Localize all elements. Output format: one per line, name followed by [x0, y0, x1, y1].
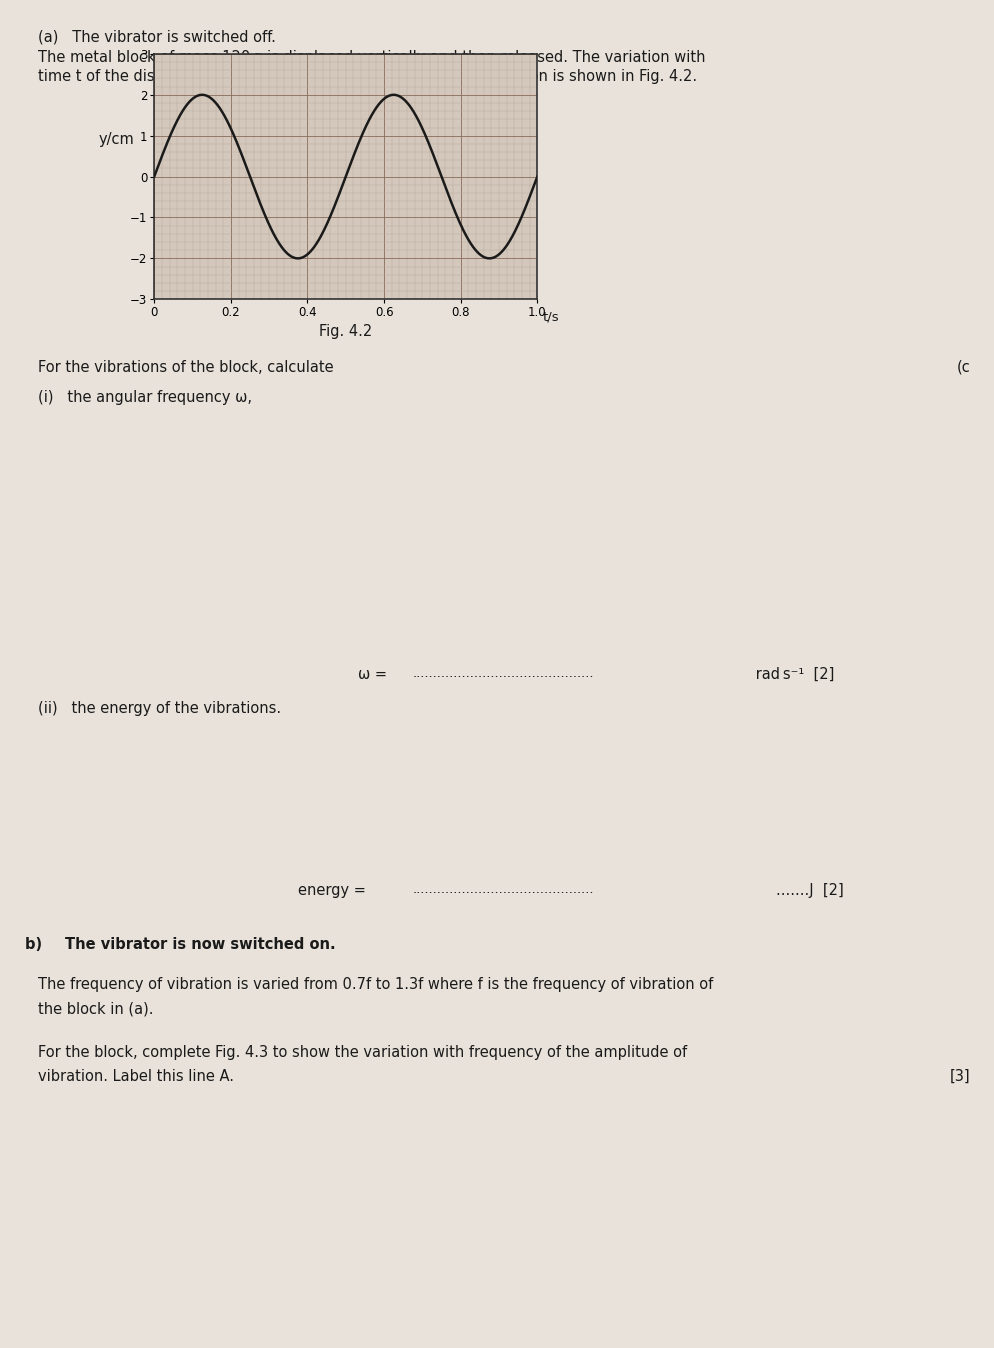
Text: rad s⁻¹  [2]: rad s⁻¹ [2] [750, 667, 834, 682]
Text: b): b) [25, 937, 53, 952]
Text: For the vibrations of the block, calculate: For the vibrations of the block, calcula… [38, 360, 333, 375]
Text: Fig. 4.2: Fig. 4.2 [319, 324, 372, 338]
Text: vibration. Label this line A.: vibration. Label this line A. [38, 1069, 234, 1084]
Text: (a)   The vibrator is switched off.: (a) The vibrator is switched off. [38, 30, 275, 44]
Text: .......J  [2]: .......J [2] [775, 883, 843, 898]
Text: ............................................: ........................................… [413, 667, 593, 681]
Text: [3]: [3] [948, 1069, 969, 1084]
Text: energy =: energy = [298, 883, 371, 898]
Text: (c: (c [955, 360, 969, 375]
Text: The frequency of vibration is varied from 0.7f to 1.3f where f is the frequency : The frequency of vibration is varied fro… [38, 977, 713, 992]
Text: (i)   the angular frequency ω,: (i) the angular frequency ω, [38, 390, 251, 404]
Text: The vibrator is now switched on.: The vibrator is now switched on. [65, 937, 335, 952]
Text: ............................................: ........................................… [413, 883, 593, 896]
Text: time t of the displacement y of the block from its equilibrium position is shown: time t of the displacement y of the bloc… [38, 69, 696, 84]
Text: For the block, complete Fig. 4.3 to show the variation with frequency of the amp: For the block, complete Fig. 4.3 to show… [38, 1045, 686, 1060]
Text: (ii)   the energy of the vibrations.: (ii) the energy of the vibrations. [38, 701, 280, 716]
Text: y/cm: y/cm [98, 132, 134, 147]
Text: the block in (a).: the block in (a). [38, 1002, 153, 1016]
Text: ω =: ω = [358, 667, 392, 682]
Text: The metal block of mass 120 g is displaced vertically and then released. The var: The metal block of mass 120 g is displac… [38, 50, 705, 65]
Text: t/s: t/s [542, 310, 559, 324]
